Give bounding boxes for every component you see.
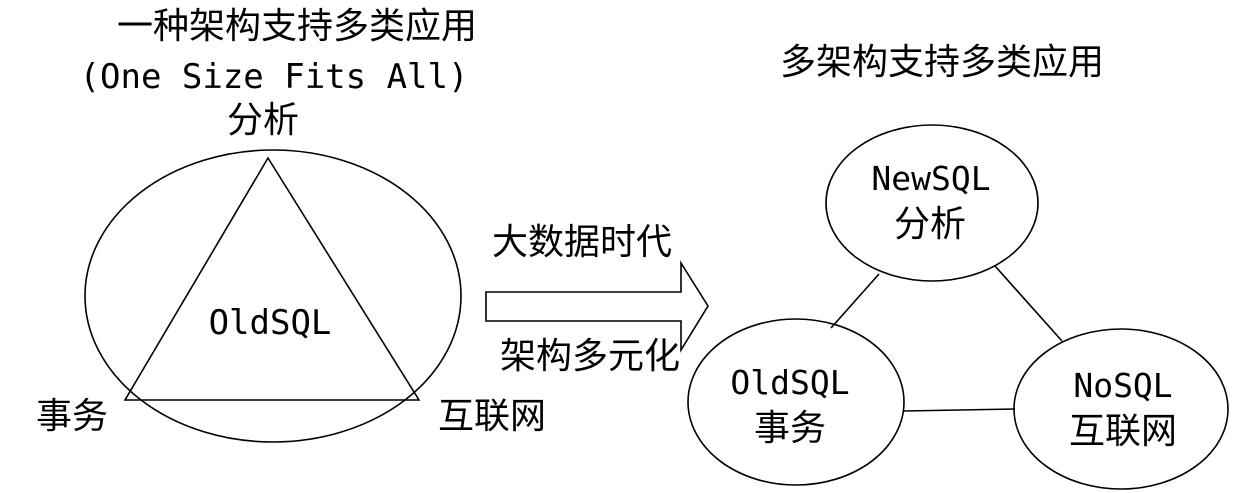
newsql-node-label: 分析 xyxy=(894,204,966,245)
left-triangle xyxy=(123,156,421,401)
arrow-bottom-text: 架构多元化 xyxy=(500,336,680,377)
oldsql-node-label: 事务 xyxy=(754,408,826,449)
left-center-label: OldSQL xyxy=(209,303,332,343)
right-panel: 多架构支持多类应用 NewSQL 分析 OldSQL 事务 NoSQL 互联网 xyxy=(687,42,1229,490)
connector-top-right xyxy=(994,265,1063,342)
connector-bottom xyxy=(903,408,1016,412)
left-title: 一种架构支持多类应用 xyxy=(117,6,477,47)
left-panel: 一种架构支持多类应用 (One Size Fits All) 分析 OldSQL… xyxy=(36,6,546,443)
left-left-label: 事务 xyxy=(36,396,108,437)
oldsql-node-title: OldSQL xyxy=(730,363,849,402)
left-ellipse xyxy=(84,149,462,443)
newsql-node-title: NewSQL xyxy=(871,159,990,198)
connector-top-left xyxy=(830,273,880,329)
nosql-node-label: 互联网 xyxy=(1069,411,1177,452)
oldsql-node-ellipse xyxy=(687,318,905,486)
left-right-label: 互联网 xyxy=(438,396,546,437)
right-title: 多架构支持多类应用 xyxy=(780,42,1104,83)
nosql-node-ellipse xyxy=(1013,328,1229,490)
newsql-node-ellipse xyxy=(825,124,1039,282)
nosql-node-title: NoSQL xyxy=(1073,366,1172,405)
arrow-top-text: 大数据时代 xyxy=(492,222,672,263)
left-subtitle: (One Size Fits All) xyxy=(80,57,469,97)
right-arrow-icon xyxy=(485,260,709,353)
transition-arrow-group: 大数据时代 架构多元化 xyxy=(485,222,709,377)
left-top-label: 分析 xyxy=(227,100,299,141)
